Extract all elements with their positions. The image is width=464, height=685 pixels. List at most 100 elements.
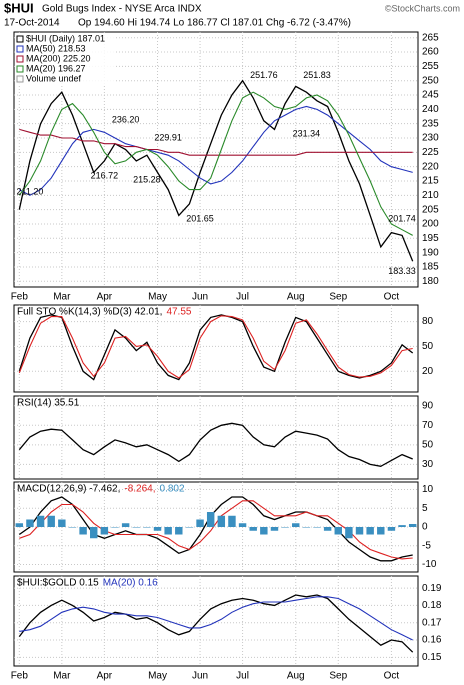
legend-label: 0.802 xyxy=(160,484,185,495)
legend-label: 47.55 xyxy=(166,307,191,318)
price-annotation: 236.20 xyxy=(112,115,140,125)
histogram-bar xyxy=(175,527,183,535)
series-line xyxy=(18,314,414,381)
legend-label: MACD(12,26,9) -7.462, xyxy=(17,484,120,495)
legend-label: MA(20) 0.16 xyxy=(103,578,158,589)
histogram-bar xyxy=(323,527,332,531)
x-tick-label: Sep xyxy=(329,671,347,682)
y-tick-label: 70 xyxy=(422,420,434,431)
price-annotation: 215.28 xyxy=(133,175,161,185)
legend-swatch xyxy=(16,35,24,43)
credit: ©StockCharts.com xyxy=(385,3,460,13)
y-tick-label: 255 xyxy=(422,61,439,72)
histogram-bar xyxy=(58,519,66,527)
y-tick-label: 210 xyxy=(422,190,439,201)
symbol: $HUI xyxy=(4,0,34,15)
x-tick-label: Feb xyxy=(11,292,29,303)
series-line xyxy=(19,128,413,156)
price-annotation: 251.83 xyxy=(303,70,331,80)
series-line xyxy=(18,594,414,653)
y-tick-label: 215 xyxy=(422,176,439,187)
legend-label: Volume undef xyxy=(26,73,82,83)
series-line xyxy=(18,496,413,562)
legend-label: $HUI (Daily) 187.01 xyxy=(26,33,105,43)
histogram-bar xyxy=(228,515,236,527)
histogram-bar xyxy=(90,527,98,539)
y-tick-label: -10 xyxy=(422,559,437,570)
y-tick-label: 0.18 xyxy=(422,600,442,611)
y-tick-label: 90 xyxy=(422,400,434,411)
x-tick-label: Sep xyxy=(329,292,347,303)
histogram-bar xyxy=(185,527,194,528)
histogram-bar xyxy=(111,527,119,528)
x-tick-label: Jun xyxy=(192,292,208,303)
histogram-bar xyxy=(260,527,268,535)
histogram-bar xyxy=(196,519,204,527)
quote: Op 194.60 Hi 194.74 Lo 186.77 Cl 187.01 … xyxy=(78,18,351,29)
y-tick-label: 50 xyxy=(422,341,434,352)
y-tick-label: 250 xyxy=(422,75,439,86)
histogram-bar xyxy=(121,523,130,527)
y-tick-label: 220 xyxy=(422,161,439,172)
price-annotation: 251.76 xyxy=(250,70,278,80)
histogram-bar xyxy=(355,527,364,535)
y-tick-label: 20 xyxy=(422,366,434,377)
price-annotation: 229.91 xyxy=(154,133,182,143)
y-tick-label: 0.16 xyxy=(422,635,442,646)
y-tick-label: 0.17 xyxy=(422,617,442,628)
y-tick-label: 50 xyxy=(422,439,434,450)
y-tick-label: 0 xyxy=(422,522,428,533)
panel-frame xyxy=(13,304,419,393)
histogram-bar xyxy=(313,527,321,528)
x-tick-label: Mar xyxy=(53,671,71,682)
x-tick-label: Aug xyxy=(287,671,305,682)
legend-label: Full STO %K(14,3) %D(3) 42.01, xyxy=(17,307,162,318)
y-tick-label: 5 xyxy=(422,503,428,514)
histogram-bar xyxy=(206,512,215,527)
y-tick-label: 0.15 xyxy=(422,652,442,663)
x-tick-label: Apr xyxy=(97,671,113,682)
histogram-bar xyxy=(132,527,140,528)
series-line xyxy=(18,422,413,467)
x-tick-label: Feb xyxy=(11,671,29,682)
histogram-bar xyxy=(302,527,311,528)
date: 17-Oct-2014 xyxy=(4,18,60,29)
series-line xyxy=(18,315,413,379)
histogram-bar xyxy=(345,527,353,539)
price-annotation: 211.20 xyxy=(17,186,44,196)
x-tick-label: Jul xyxy=(236,671,249,682)
x-tick-label: Jul xyxy=(236,292,249,303)
histogram-bar xyxy=(292,523,300,527)
series-line xyxy=(18,91,413,236)
y-tick-label: 80 xyxy=(422,316,434,327)
y-tick-label: 225 xyxy=(422,147,439,158)
histogram-bar xyxy=(217,515,226,527)
y-tick-label: 245 xyxy=(422,90,439,101)
histogram-bar xyxy=(15,523,24,527)
series-line xyxy=(19,596,413,641)
legend-swatch xyxy=(16,65,24,73)
legend-label: RSI(14) 35.51 xyxy=(17,398,80,409)
y-tick-label: -5 xyxy=(422,540,431,551)
panel-frame xyxy=(13,395,419,480)
legend-swatch xyxy=(16,55,24,63)
x-tick-label: May xyxy=(148,292,167,303)
y-tick-label: 10 xyxy=(422,484,434,495)
histogram-bar xyxy=(68,527,77,528)
legend-label: MA(20) 196.27 xyxy=(26,63,86,73)
y-tick-label: 185 xyxy=(422,262,439,273)
histogram-bar xyxy=(79,527,87,535)
histogram-bar xyxy=(238,523,247,527)
x-tick-label: Jun xyxy=(192,671,208,682)
x-tick-label: Apr xyxy=(97,292,113,303)
histogram-bar xyxy=(36,515,45,527)
panel-frame xyxy=(13,31,419,288)
y-tick-label: 260 xyxy=(422,47,439,58)
histogram-bar xyxy=(398,525,406,527)
x-tick-label: Mar xyxy=(53,292,71,303)
price-annotation: 201.74 xyxy=(388,213,416,223)
x-tick-label: Aug xyxy=(287,292,305,303)
price-annotation: 231.34 xyxy=(293,129,321,139)
y-tick-label: 205 xyxy=(422,204,439,215)
